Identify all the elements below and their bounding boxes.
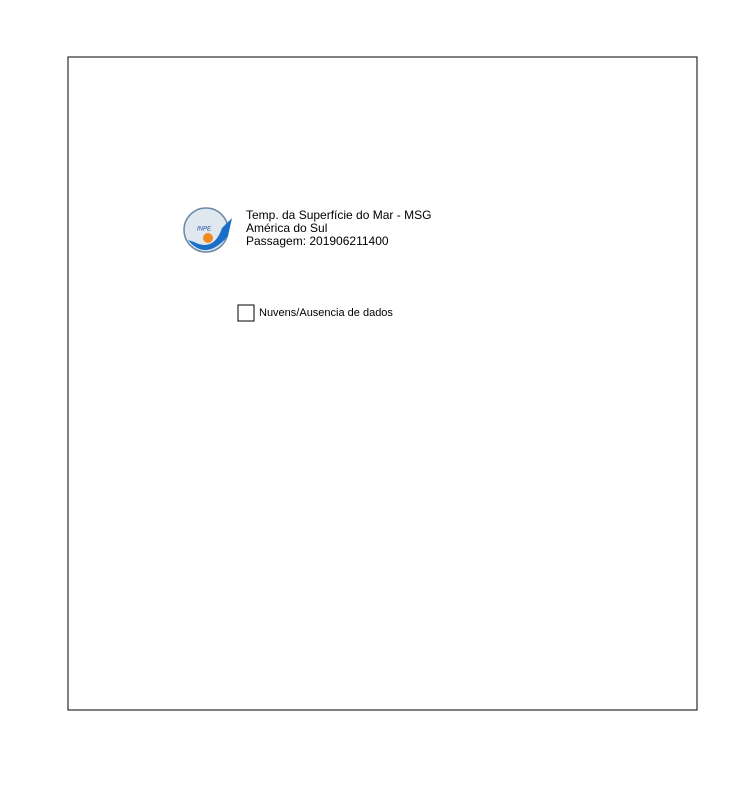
legend-label: Nuvens/Ausencia de dados xyxy=(259,307,393,319)
map-frame xyxy=(67,56,698,711)
title-line: Passagem: 201906211400 xyxy=(246,234,389,248)
title-line: América do Sul xyxy=(246,221,327,235)
legend-swatch xyxy=(237,304,255,322)
title-line: Temp. da Superfície do Mar - MSG xyxy=(246,208,431,222)
ocean xyxy=(68,57,697,710)
logo-text: INPE xyxy=(197,227,212,233)
logo: INPE xyxy=(183,207,232,253)
